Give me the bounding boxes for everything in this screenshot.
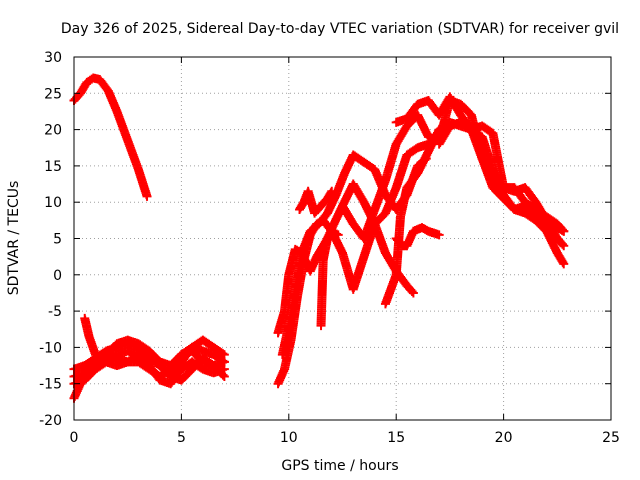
x-axis-label: GPS time / hours [281, 458, 398, 474]
data-point [333, 230, 343, 240]
y-tick-label: 20 [44, 123, 62, 139]
data-point [559, 226, 569, 236]
data-point [219, 357, 229, 367]
y-tick-label: -10 [39, 340, 62, 356]
series-s8 [273, 226, 343, 338]
data-point [559, 259, 569, 269]
x-tick-label: 25 [602, 430, 620, 446]
y-tick-label: -15 [39, 377, 62, 393]
y-tick-label: 30 [44, 50, 62, 66]
y-axis-label: SDTVAR / TECUs [6, 181, 22, 296]
data-point [434, 230, 444, 240]
series-s10 [295, 186, 337, 218]
x-tick-label: 0 [70, 430, 79, 446]
series-s1 [69, 73, 152, 201]
series-s16 [434, 117, 569, 251]
y-tick-label: 15 [44, 159, 62, 175]
data-point [327, 186, 337, 196]
data-layer [69, 73, 569, 403]
data-point [559, 241, 569, 251]
y-tick-label: 5 [53, 232, 62, 248]
series-s15 [391, 223, 444, 251]
y-tick-label: -5 [48, 304, 62, 320]
y-tick-label: -20 [39, 413, 62, 429]
data-point [142, 191, 152, 201]
y-tick-label: 10 [44, 195, 62, 211]
x-tick-label: 15 [387, 430, 405, 446]
y-tick-label: 25 [44, 86, 62, 102]
data-point [219, 350, 229, 360]
data-point [219, 371, 229, 381]
chart-title: Day 326 of 2025, Sidereal Day-to-day VTE… [61, 21, 619, 37]
y-tick-label: 0 [53, 268, 62, 284]
tick-layer: 0 5 10 15 20 25 -20 -15 -10 -5 0 5 10 15 20 25 30 [39, 50, 620, 446]
data-point [408, 288, 418, 298]
x-tick-label: 20 [495, 430, 513, 446]
x-tick-label: 5 [177, 430, 186, 446]
x-tick-label: 10 [280, 430, 298, 446]
